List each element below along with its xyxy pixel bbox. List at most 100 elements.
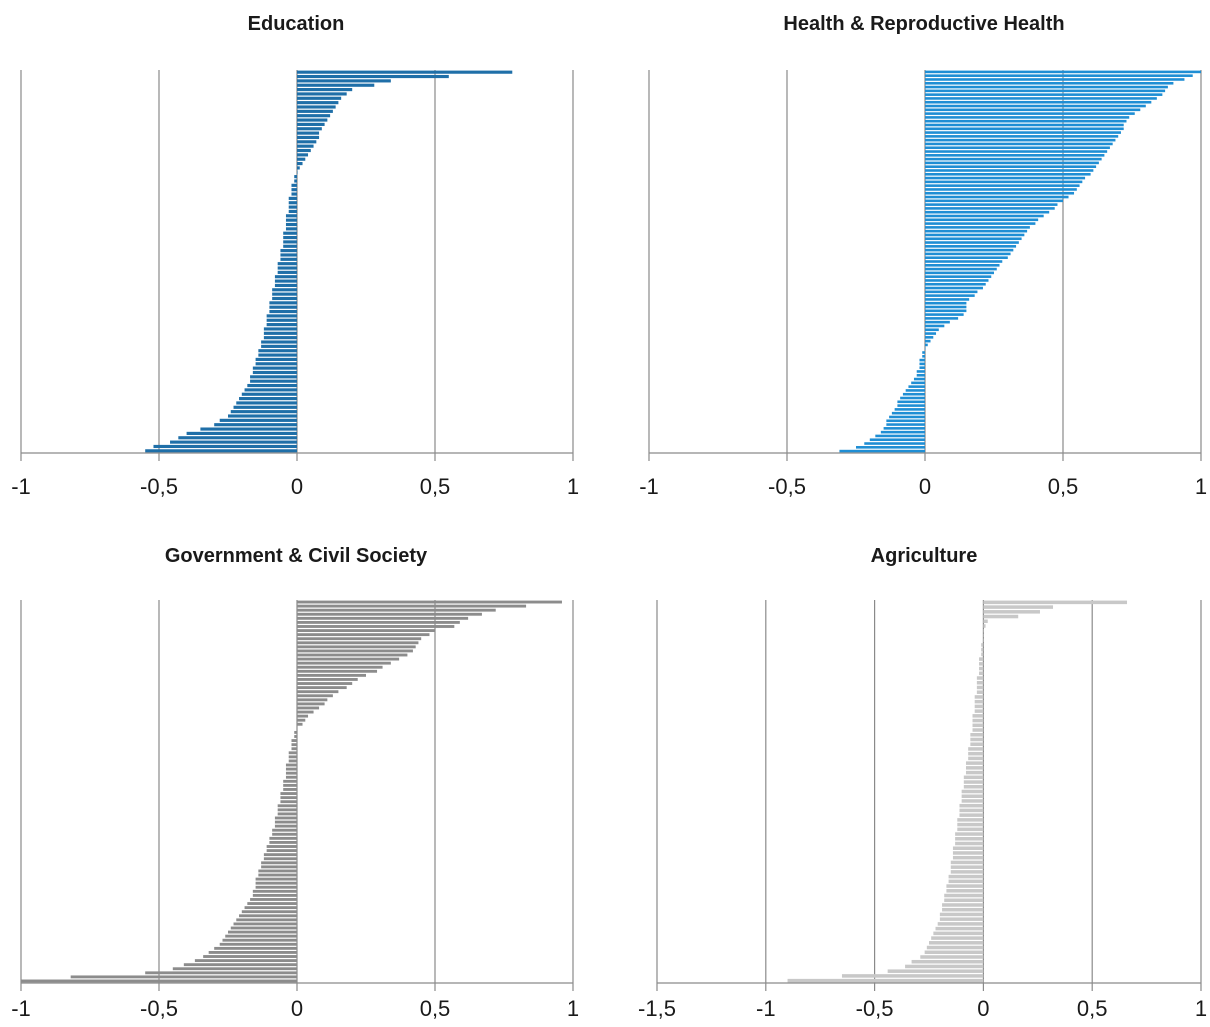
bar — [925, 100, 1152, 104]
bar — [208, 951, 297, 954]
bar — [236, 401, 297, 405]
bar — [263, 336, 297, 340]
bar — [968, 756, 984, 761]
bar — [891, 411, 925, 415]
bar — [961, 789, 984, 794]
bar — [297, 706, 320, 710]
bar — [297, 698, 328, 702]
bar — [983, 610, 1040, 614]
bar — [983, 605, 1054, 609]
bar — [297, 678, 358, 681]
bar — [981, 652, 984, 657]
bar — [288, 755, 297, 759]
bar — [925, 165, 1097, 168]
bar — [889, 415, 925, 419]
bar — [946, 889, 984, 893]
x-tick-label: -0,5 — [140, 996, 178, 1021]
bar — [787, 978, 984, 983]
bar — [285, 767, 297, 771]
bar — [925, 188, 1077, 191]
bar — [297, 79, 391, 83]
bar — [925, 207, 1055, 210]
bar — [266, 849, 297, 853]
bar — [274, 816, 297, 820]
bar — [233, 405, 297, 409]
bar — [970, 732, 984, 737]
bar — [925, 233, 1025, 237]
chart-title: Government & Civil Society — [165, 545, 428, 567]
bar — [979, 657, 984, 661]
chart-health-svg: Health & Reproductive Health -1 -0,5 0 0,5 1 — [639, 13, 1207, 499]
bar — [274, 275, 297, 279]
bar — [297, 157, 306, 161]
bar — [250, 898, 297, 901]
bar — [925, 229, 1028, 233]
bar — [277, 808, 297, 812]
bar — [219, 418, 297, 422]
bar — [944, 893, 984, 898]
chart-education-svg: Education -1 -0,5 0 0,5 1 — [11, 13, 579, 499]
bar — [905, 389, 925, 392]
bar — [925, 157, 1102, 161]
bar — [244, 388, 297, 392]
bar — [239, 397, 297, 401]
bar — [297, 170, 298, 174]
bar — [258, 353, 297, 357]
bar — [263, 853, 297, 857]
bar — [983, 624, 986, 628]
bar — [925, 210, 1050, 214]
bar — [925, 195, 1069, 199]
bar — [241, 910, 297, 914]
gridlines — [20, 600, 574, 991]
bar — [263, 857, 297, 861]
bar — [922, 355, 925, 358]
bar — [297, 109, 333, 113]
bar — [266, 323, 297, 327]
bar — [925, 112, 1135, 115]
bar — [955, 841, 984, 846]
bar — [297, 633, 430, 637]
bar — [274, 283, 297, 288]
bar — [968, 747, 984, 751]
x-tick-label: -1 — [756, 996, 776, 1021]
bar — [297, 653, 408, 657]
bar — [925, 301, 967, 305]
bar — [297, 101, 339, 105]
x-tick-label: 0 — [291, 474, 303, 499]
bar — [925, 78, 1185, 81]
bar — [925, 252, 1011, 256]
bar — [280, 249, 297, 253]
bar — [925, 142, 1113, 146]
bar — [297, 649, 413, 653]
x-tick-label: 1 — [567, 996, 579, 1021]
bar — [900, 396, 925, 400]
bar — [219, 942, 297, 946]
x-tick-label: -1 — [11, 996, 31, 1021]
bar — [297, 726, 298, 730]
bar — [294, 179, 297, 183]
x-tick-label: 0 — [291, 996, 303, 1021]
bar — [925, 119, 1127, 123]
bar — [297, 83, 375, 87]
bar — [297, 625, 455, 628]
bar — [925, 256, 1008, 260]
bar — [283, 779, 297, 783]
bar — [841, 974, 984, 978]
chart-education: Education -1 -0,5 0 0,5 1 — [0, 0, 605, 513]
bar — [965, 770, 984, 775]
bar — [942, 907, 984, 912]
bar — [983, 628, 984, 633]
bar — [925, 123, 1124, 127]
bar — [297, 673, 366, 677]
bar — [925, 305, 967, 309]
bar — [939, 912, 984, 917]
bar — [272, 828, 297, 832]
bar — [974, 695, 984, 699]
bar — [261, 865, 297, 869]
bar — [925, 93, 1163, 96]
bar — [925, 332, 937, 335]
bar — [241, 392, 297, 396]
bar — [297, 690, 339, 694]
bar — [981, 647, 984, 652]
bar — [925, 336, 934, 339]
